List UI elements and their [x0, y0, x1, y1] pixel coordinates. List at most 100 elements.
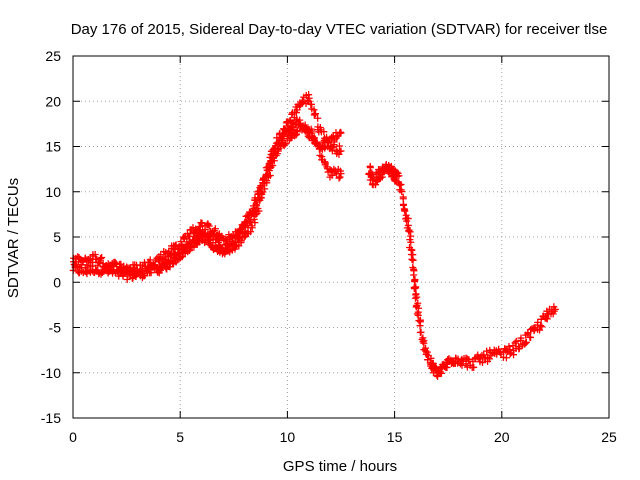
- data-point: [287, 124, 295, 132]
- data-point: [97, 255, 105, 263]
- data-point: [417, 328, 425, 336]
- data-point: [150, 261, 158, 269]
- data-point: [312, 110, 320, 118]
- y-tick-label: -5: [49, 320, 62, 336]
- data-point: [271, 148, 279, 156]
- data-point: [282, 140, 290, 148]
- y-tick-label: 15: [45, 139, 61, 155]
- data-point: [337, 170, 345, 178]
- data-point: [275, 142, 283, 150]
- data-point: [398, 188, 406, 196]
- data-point: [232, 238, 240, 246]
- data-point: [268, 154, 276, 162]
- data-point: [505, 342, 513, 350]
- data-point: [278, 136, 286, 144]
- x-tick-label: 15: [387, 429, 403, 445]
- data-point: [400, 200, 408, 208]
- data-point: [395, 172, 403, 180]
- data-point: [194, 238, 202, 246]
- x-tick-label: 5: [176, 429, 184, 445]
- data-point: [414, 311, 422, 319]
- data-point: [502, 354, 510, 362]
- data-point: [256, 184, 264, 192]
- data-point: [238, 228, 246, 236]
- data-point: [372, 169, 380, 177]
- data-point: [336, 173, 344, 181]
- data-point: [506, 350, 514, 358]
- y-tick-label: 10: [45, 184, 61, 200]
- data-point: [537, 322, 545, 330]
- data-point: [98, 254, 106, 262]
- data-point: [178, 253, 186, 261]
- data-point: [166, 250, 174, 258]
- data-point: [485, 355, 493, 363]
- series-band-main-upper: [70, 91, 345, 276]
- data-point: [206, 240, 214, 248]
- series-evening-segment: [365, 160, 559, 380]
- data-point: [366, 164, 374, 172]
- data-point: [96, 258, 104, 266]
- data-point: [408, 255, 416, 263]
- data-point: [181, 248, 189, 256]
- data-point: [335, 174, 343, 182]
- data-point: [465, 356, 473, 364]
- data-point: [327, 142, 335, 150]
- data-point: [413, 293, 421, 301]
- data-point: [251, 219, 259, 227]
- y-tick-label: -10: [41, 365, 61, 381]
- data-point: [262, 173, 270, 181]
- data-point: [304, 132, 312, 140]
- x-tick-label: 10: [280, 429, 296, 445]
- y-tick-label: -15: [41, 410, 61, 426]
- x-tick-label: 0: [69, 429, 77, 445]
- data-point: [186, 232, 194, 240]
- data-point: [321, 159, 329, 167]
- data-point: [201, 239, 209, 247]
- x-axis-title: GPS time / hours: [283, 458, 397, 475]
- data-point: [478, 359, 486, 367]
- data-point: [404, 215, 412, 223]
- data-point: [234, 229, 242, 237]
- data-point: [522, 339, 530, 347]
- data-point: [307, 100, 315, 108]
- data-point: [407, 232, 415, 240]
- x-tick-label: 20: [494, 429, 510, 445]
- data-point: [244, 222, 252, 230]
- data-point: [293, 106, 301, 114]
- data-point: [257, 183, 265, 191]
- data-point: [419, 338, 427, 346]
- data-point: [135, 268, 143, 276]
- data-point: [538, 323, 546, 331]
- data-point: [515, 345, 523, 353]
- data-point: [408, 246, 416, 254]
- data-point: [409, 256, 417, 264]
- data-points: [69, 91, 559, 380]
- data-point: [470, 363, 478, 371]
- data-point: [483, 347, 491, 355]
- data-point: [250, 204, 258, 212]
- data-point: [293, 128, 301, 136]
- data-point: [404, 221, 412, 229]
- data-point: [200, 232, 208, 240]
- data-point: [261, 185, 269, 193]
- data-point: [434, 372, 442, 380]
- y-tick-label: 25: [45, 48, 61, 64]
- x-tick-label: 25: [601, 429, 617, 445]
- data-point: [247, 228, 255, 236]
- data-point: [427, 354, 435, 362]
- data-point: [177, 241, 185, 249]
- data-point: [245, 214, 253, 222]
- series-band-secondary: [155, 115, 345, 276]
- data-point: [251, 196, 259, 204]
- data-point: [88, 258, 96, 266]
- data-point: [337, 147, 345, 155]
- data-point: [211, 225, 219, 233]
- data-point: [129, 268, 137, 276]
- data-point: [310, 111, 318, 119]
- data-point: [201, 226, 209, 234]
- y-tick-label: 5: [53, 229, 61, 245]
- data-point: [157, 251, 165, 259]
- data-point: [551, 305, 559, 313]
- data-point: [320, 128, 328, 136]
